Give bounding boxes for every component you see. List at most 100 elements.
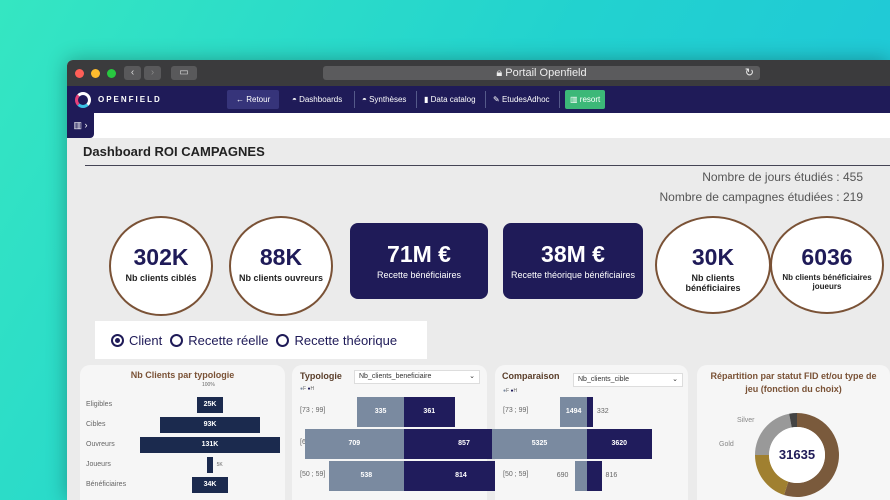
funnel-bar	[207, 457, 213, 473]
funnel-bar: 93K	[160, 417, 260, 433]
category-label: Bénéficiaires	[86, 481, 127, 488]
stat-days: Nombre de jours étudiés : 455	[702, 170, 863, 184]
kpi-clients-joueurs: 6036 Nb clients bénéficiaires joueurs	[770, 216, 884, 314]
bar-h: 361	[404, 397, 455, 427]
chart-title: Typologie	[300, 371, 342, 381]
category-label: Eligibles	[86, 401, 113, 408]
forward-icon[interactable]: ›	[144, 66, 161, 80]
panel-typologie-funnel: Nb Clients par typologie 100% Eligibles 2…	[80, 365, 285, 500]
donut-hole	[769, 427, 825, 483]
kpi-clients-cibles: 302K Nb clients ciblés	[109, 216, 213, 316]
kpi-clients-beneficiaires: 30K Nb clients bénéficiaires	[655, 216, 771, 314]
bar-f: 709	[304, 429, 404, 459]
kpi-recette-theorique: 38M € Recette théorique bénéficiaires	[503, 223, 643, 299]
donut-slice	[789, 413, 797, 428]
divider	[416, 91, 417, 108]
chevron-down-icon: ⌄	[469, 373, 475, 380]
minimize-button[interactable]	[91, 69, 100, 78]
radio-client[interactable]: Client	[111, 333, 162, 348]
donut-slice	[755, 455, 789, 495]
address-bar[interactable]: 🔒︎ Portail Openfield ↻	[323, 66, 760, 80]
nav-label: Data catalog	[430, 95, 476, 104]
reload-icon[interactable]: ↻	[744, 67, 754, 79]
back-icon[interactable]: ‹	[124, 66, 141, 80]
funnel-bar: 34K	[191, 477, 229, 493]
chart-title: Répartition par statut FID et/ou type de…	[710, 371, 877, 394]
toolbar-strip: ▥ ›	[67, 113, 890, 138]
bar-h	[587, 461, 602, 491]
panel-repartition: Répartition par statut FID et/ou type de…	[697, 365, 890, 500]
kpi-clients-ouvreurs: 88K Nb clients ouvreurs	[229, 216, 333, 316]
legend: ●F ●H	[300, 386, 315, 392]
chevron-down-icon: ⌄	[672, 376, 678, 383]
radio-recette-theorique[interactable]: Recette théorique	[276, 333, 397, 348]
category-label: Joueurs	[86, 461, 111, 468]
nav-label: Dashboards	[299, 95, 343, 104]
chart-title: Comparaison	[502, 371, 560, 381]
funnel-bar: 25K	[196, 397, 224, 413]
kpi-recette-beneficiaires: 71M € Recette bénéficiaires	[350, 223, 488, 299]
bar-f: 5325	[492, 429, 587, 459]
dashboard-content: Dashboard ROI CAMPAGNES Nombre de jours …	[67, 138, 890, 500]
dashboard-icon: ◓	[292, 95, 300, 104]
panel-typologie-pyramid: Typologie Nb_clients_beneficiaire ⌄ ●F ●H…	[292, 365, 524, 500]
browser-window: ‹ › ▭ 🔒︎ Portail Openfield ↻ OPENFIELD ← …	[67, 60, 890, 500]
divider	[559, 91, 560, 108]
divider	[354, 91, 355, 108]
category-label: [50 ; 59]	[503, 471, 529, 478]
nav-label: EtudesAdhoc	[501, 95, 550, 104]
label-silver: Silver	[737, 417, 755, 424]
donut-slice	[755, 413, 792, 455]
category-label: [50 ; 59]	[300, 471, 326, 478]
bar-h: 3620	[587, 429, 652, 459]
annotation: 100%	[202, 382, 215, 388]
nav-label: resort	[579, 95, 601, 104]
browser-titlebar: ‹ › ▭ 🔒︎ Portail Openfield ↻	[67, 60, 890, 86]
bar-f	[574, 461, 587, 491]
chart-icon: ▥	[570, 95, 580, 104]
panel-comparaison: Comparaison Nb_clients_cible ⌄ ●F ●H [73 …	[492, 365, 688, 500]
donut-chart	[755, 413, 839, 497]
edit-icon: ✎	[493, 95, 502, 104]
divider	[85, 165, 890, 166]
divider	[485, 91, 486, 108]
radio-recette-reelle[interactable]: Recette réelle	[170, 333, 268, 348]
data-label: 332	[596, 408, 609, 415]
category-label: [73 ; 99]	[503, 407, 529, 414]
report-panel-toggle[interactable]: ▥ ›	[67, 113, 94, 138]
url-text: Portail Openfield	[505, 67, 587, 79]
maximize-button[interactable]	[107, 69, 116, 78]
category-label: Cibles	[86, 421, 106, 428]
legend: ●F ●H	[503, 388, 518, 394]
nav-dashboards[interactable]: ◓ Dashboards	[287, 90, 347, 109]
close-button[interactable]	[75, 69, 84, 78]
page-title: Dashboard ROI CAMPAGNES	[83, 144, 265, 159]
brand-name: OPENFIELD	[98, 95, 162, 104]
bar-f: 1494	[560, 397, 587, 427]
nav-data-catalog[interactable]: ▮ Data catalog	[419, 90, 481, 109]
data-label: 816	[605, 472, 618, 479]
funnel-bar: 131K	[140, 437, 280, 453]
label-gold: Gold	[719, 441, 734, 448]
donut-center-value: 31635	[778, 447, 816, 462]
metric-radio-group: Client Recette réelle Recette théorique	[95, 321, 427, 359]
book-icon: ▮	[424, 95, 431, 104]
dashboard-icon: ◓	[362, 95, 370, 104]
back-button[interactable]: ← Retour	[227, 90, 280, 109]
metric-dropdown[interactable]: Nb_clients_cible ⌄	[573, 373, 683, 387]
data-label: 690	[556, 472, 569, 479]
nav-etudes-adhoc[interactable]: ✎ EtudesAdhoc	[488, 90, 555, 109]
stat-campaigns: Nombre de campagnes étudiées : 219	[659, 190, 863, 204]
category-label: [73 ; 99]	[300, 407, 326, 414]
category-label: Ouvreurs	[86, 441, 115, 448]
openfield-logo	[75, 92, 91, 108]
bar-h	[587, 397, 593, 427]
chart-title: Nb Clients par typologie	[130, 370, 235, 380]
nav-resort[interactable]: ▥ resort	[565, 90, 606, 109]
metric-dropdown[interactable]: Nb_clients_beneficiaire ⌄	[354, 370, 480, 384]
nav-label: Synthèses	[369, 95, 407, 104]
nav-syntheses[interactable]: ◓ Synthèses	[357, 90, 411, 109]
lock-icon: 🔒︎	[496, 67, 506, 79]
sidebar-toggle-icon[interactable]: ▭	[171, 66, 197, 80]
donut-slice	[784, 413, 839, 497]
